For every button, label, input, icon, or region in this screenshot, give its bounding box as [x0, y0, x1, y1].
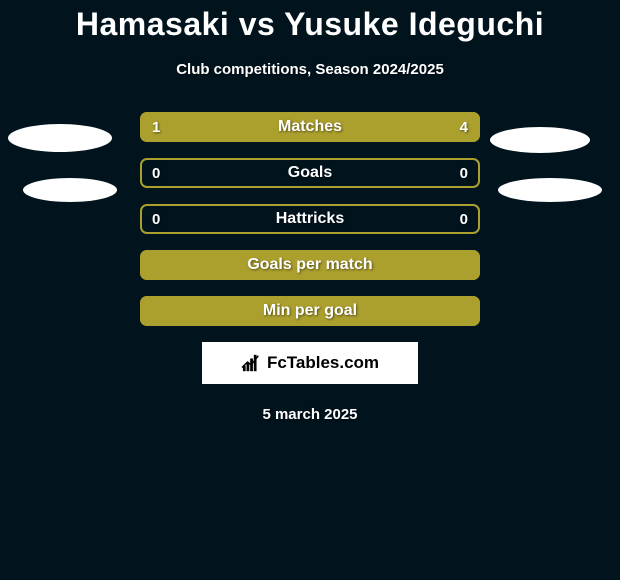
player-avatar-placeholder [23, 178, 117, 202]
subtitle: Club competitions, Season 2024/2025 [0, 61, 620, 78]
player-avatar-placeholder [8, 124, 112, 152]
bar-label: Min per goal [140, 296, 480, 326]
bar-value-left: 1 [152, 112, 160, 142]
comparison-bar-row: Hattricks0 0 [140, 204, 480, 234]
player-avatar-placeholder [498, 178, 602, 202]
comparison-bar-row: Goals0 0 [140, 158, 480, 188]
logo-text: FcTables.com [267, 353, 379, 373]
comparison-bar-row: Min per goal [140, 296, 480, 326]
site-logo: FcTables.com [202, 342, 418, 384]
bar-value-left: 0 [152, 158, 160, 188]
bar-value-left: 0 [152, 204, 160, 234]
bar-value-right: 4 [460, 112, 468, 142]
bar-label: Hattricks [140, 204, 480, 234]
comparison-bar-row: Matches1 4 [140, 112, 480, 142]
player-avatar-placeholder [490, 127, 590, 153]
bar-chart-icon [241, 353, 263, 373]
comparison-bar-row: Goals per match [140, 250, 480, 280]
bar-value-right: 0 [460, 158, 468, 188]
bar-label: Goals per match [140, 250, 480, 280]
bar-label: Matches [140, 112, 480, 142]
bar-label: Goals [140, 158, 480, 188]
page-title: Hamasaki vs Yusuke Ideguchi [0, 0, 620, 43]
footer-date: 5 march 2025 [0, 406, 620, 423]
bar-value-right: 0 [460, 204, 468, 234]
